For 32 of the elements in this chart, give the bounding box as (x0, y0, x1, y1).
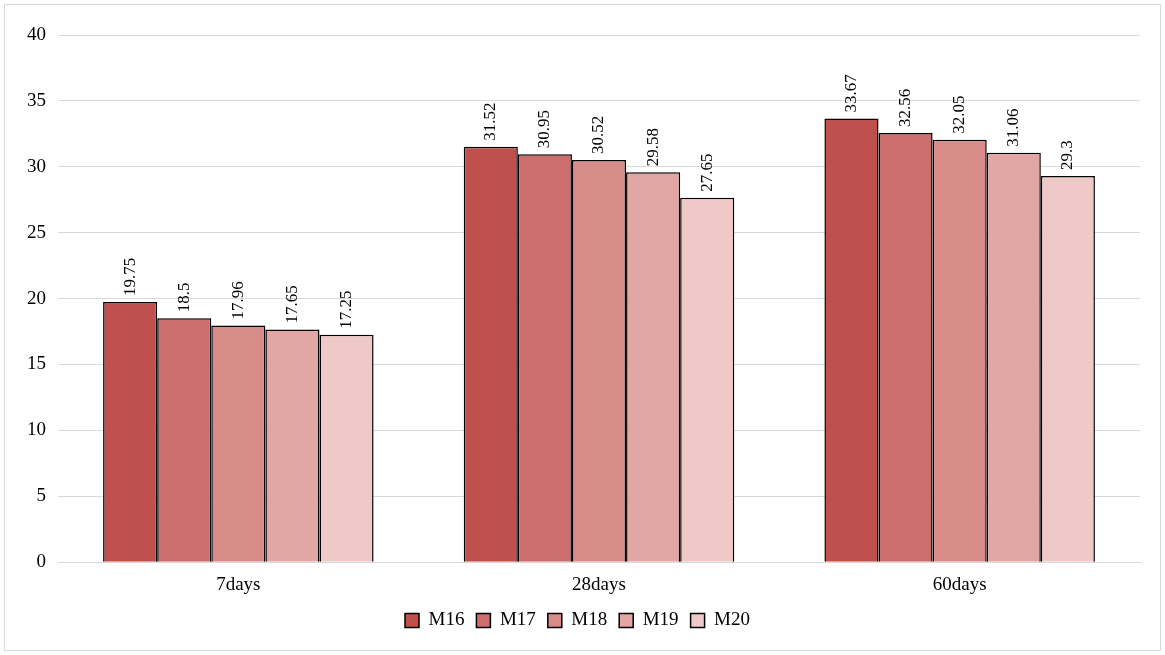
data-label: 17.96 (227, 281, 247, 320)
data-label: 17.25 (336, 290, 355, 329)
x-tick-label: 7days (216, 572, 261, 594)
legend-label: M18 (571, 608, 608, 630)
y-tick-label: 35 (27, 88, 46, 110)
legend-label: M17 (499, 608, 536, 630)
y-tick-label: 40 (27, 22, 46, 44)
legend-label: M19 (642, 608, 679, 630)
data-label: 30.95 (534, 110, 554, 149)
data-label: 18.5 (173, 282, 193, 313)
y-tick-label: 10 (27, 418, 46, 440)
x-tick-label: 60days (932, 572, 987, 594)
x-tick-label: 28days (572, 572, 626, 594)
data-label: 27.65 (696, 153, 716, 192)
data-label: 31.52 (480, 102, 500, 141)
data-label: 31.06 (1003, 108, 1023, 147)
data-label: 29.58 (642, 128, 662, 167)
data-label: 19.75 (119, 257, 139, 296)
legend-label: M16 (428, 608, 465, 630)
y-tick-label: 5 (36, 484, 46, 506)
legend-label: M20 (714, 608, 750, 630)
data-label: 32.56 (895, 88, 915, 128)
data-label: 33.67 (840, 73, 860, 113)
data-label: 17.65 (281, 285, 301, 324)
data-label: 32.05 (949, 95, 969, 134)
y-tick-label: 30 (27, 154, 46, 176)
y-tick-label: 0 (36, 550, 46, 572)
data-label: 30.52 (588, 115, 608, 154)
y-tick-label: 15 (27, 352, 46, 374)
y-tick-label: 20 (27, 286, 46, 308)
y-tick-label: 25 (27, 220, 46, 242)
data-label: 29.3 (1057, 140, 1077, 171)
